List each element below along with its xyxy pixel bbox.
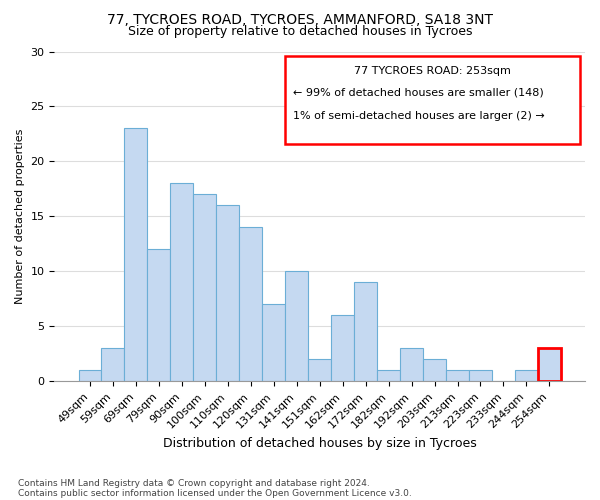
Text: Contains public sector information licensed under the Open Government Licence v3: Contains public sector information licen… (18, 488, 412, 498)
Bar (423, 360, 446, 382)
Text: Size of property relative to detached houses in Tycroes: Size of property relative to detached ho… (128, 25, 472, 38)
Bar (170, 184, 193, 382)
X-axis label: Distribution of detached houses by size in Tycroes: Distribution of detached houses by size … (163, 437, 476, 450)
Bar (148, 250, 170, 382)
FancyBboxPatch shape (285, 56, 580, 144)
Bar (446, 370, 469, 382)
Bar (101, 348, 124, 382)
Bar (285, 272, 308, 382)
Bar (538, 348, 561, 382)
Text: 77, TYCROES ROAD, TYCROES, AMMANFORD, SA18 3NT: 77, TYCROES ROAD, TYCROES, AMMANFORD, SA… (107, 12, 493, 26)
Bar (308, 360, 331, 382)
Bar (239, 228, 262, 382)
Y-axis label: Number of detached properties: Number of detached properties (15, 128, 25, 304)
Bar (193, 194, 217, 382)
Bar (79, 370, 101, 382)
Bar (469, 370, 492, 382)
Bar (124, 128, 148, 382)
Bar (331, 316, 354, 382)
Bar (400, 348, 423, 382)
Text: 77 TYCROES ROAD: 253sqm: 77 TYCROES ROAD: 253sqm (354, 66, 511, 76)
Text: 1% of semi-detached houses are larger (2) →: 1% of semi-detached houses are larger (2… (293, 111, 545, 121)
Bar (354, 282, 377, 382)
Text: ← 99% of detached houses are smaller (148): ← 99% of detached houses are smaller (14… (293, 88, 544, 98)
Bar (262, 304, 285, 382)
Bar (515, 370, 538, 382)
Bar (217, 206, 239, 382)
Bar (377, 370, 400, 382)
Text: Contains HM Land Registry data © Crown copyright and database right 2024.: Contains HM Land Registry data © Crown c… (18, 478, 370, 488)
